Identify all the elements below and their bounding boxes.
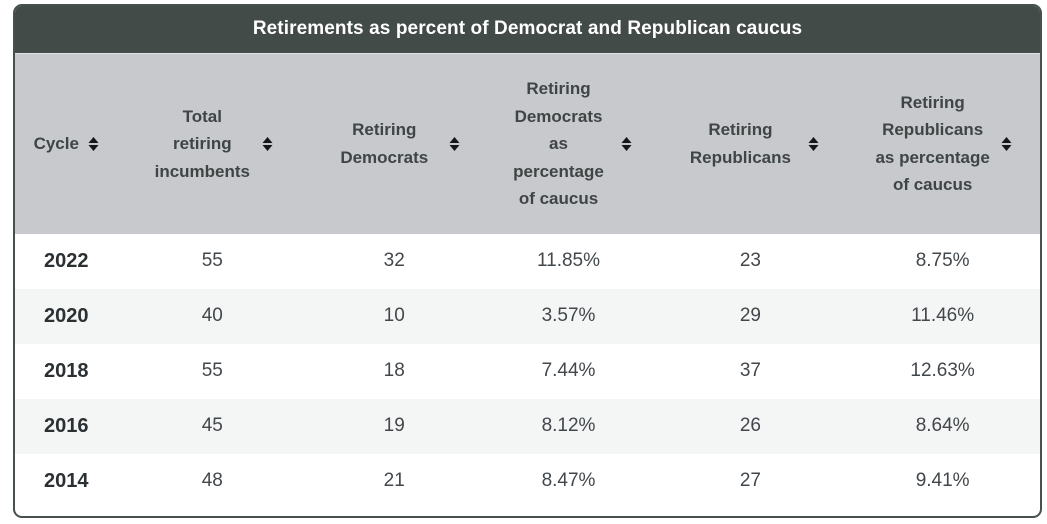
table-title: Retirements as percent of Democrat and R… — [15, 6, 1040, 54]
table-row-2018: 2018 55 18 7.44% 37 12.63% — [15, 343, 1040, 399]
cell-retiring-democrats-pct: 8.12% — [541, 415, 596, 437]
sort-icon[interactable] — [808, 136, 819, 151]
sort-icon[interactable] — [621, 136, 632, 151]
cell-retiring-democrats: 21 — [383, 470, 405, 492]
sort-icon[interactable] — [88, 136, 99, 151]
cell-retiring-democrats: 32 — [383, 250, 405, 272]
cell-retiring-republicans-pct: 9.41% — [915, 470, 970, 492]
column-header-label: Cycle — [33, 134, 79, 154]
retirements-table-card: Retirements as percent of Democrat and R… — [13, 4, 1042, 518]
column-header-label: Retiring Republicans as percentage of ca… — [875, 92, 990, 195]
column-header-label: Retiring Republicans — [689, 120, 791, 167]
sort-icon[interactable] — [262, 136, 273, 151]
header-row: Cycle Total retiring incumbents Retiring… — [15, 54, 1040, 234]
cell-total-retiring: 45 — [201, 415, 223, 437]
cell-retiring-republicans-pct: 8.64% — [915, 415, 970, 437]
cell-retiring-democrats-pct: 7.44% — [541, 360, 596, 382]
cell-retiring-democrats-pct: 11.85% — [536, 250, 601, 272]
cell-retiring-democrats: 10 — [383, 305, 405, 327]
table-row-2014: 2014 48 21 8.47% 27 9.41% — [15, 453, 1040, 509]
cycle-cell: 2022 — [44, 249, 89, 272]
cell-retiring-republicans: 29 — [739, 305, 761, 327]
cell-retiring-democrats-pct: 3.57% — [541, 305, 596, 327]
column-header-label: Retiring Democrats as percentage of cauc… — [513, 79, 604, 209]
column-header-total-retiring[interactable]: Total retiring incumbents — [117, 54, 308, 234]
column-header-retiring-republicans[interactable]: Retiring Republicans — [655, 54, 846, 234]
cell-retiring-republicans: 23 — [739, 250, 761, 272]
cell-retiring-republicans-pct: 11.46% — [911, 305, 975, 327]
cell-total-retiring: 55 — [201, 250, 223, 272]
cell-retiring-republicans-pct: 12.63% — [910, 360, 975, 382]
cycle-cell: 2016 — [44, 414, 89, 437]
cycle-cell: 2014 — [44, 469, 89, 492]
table-row-2016: 2016 45 19 8.12% 26 8.64% — [15, 398, 1040, 454]
column-header-label: Retiring Democrats — [340, 120, 429, 167]
column-header-retiring-democrats[interactable]: Retiring Democrats — [307, 54, 482, 234]
table-row-2022: 2022 55 32 11.85% 23 8.75% — [15, 233, 1040, 289]
sort-icon[interactable] — [449, 136, 460, 151]
column-header-label: Total retiring incumbents — [154, 106, 251, 181]
column-header-cycle[interactable]: Cycle — [15, 54, 118, 234]
cell-total-retiring: 48 — [201, 470, 223, 492]
cycle-cell: 2018 — [44, 359, 89, 382]
cell-retiring-democrats: 18 — [383, 360, 405, 382]
cycle-cell: 2020 — [44, 304, 89, 327]
cell-retiring-republicans: 26 — [739, 415, 761, 437]
column-header-retiring-democrats-pct[interactable]: Retiring Democrats as percentage of cauc… — [481, 54, 656, 234]
cell-retiring-republicans-pct: 8.75% — [915, 250, 970, 272]
cell-retiring-republicans: 27 — [739, 470, 761, 492]
retirements-table: Cycle Total retiring incumbents Retiring… — [15, 54, 1040, 509]
cell-retiring-democrats-pct: 8.47% — [541, 470, 596, 492]
cell-total-retiring: 55 — [201, 360, 223, 382]
table-row-2020: 2020 40 10 3.57% 29 11.46% — [15, 288, 1040, 344]
sort-icon[interactable] — [1001, 136, 1012, 151]
cell-retiring-democrats: 19 — [383, 415, 405, 437]
cell-total-retiring: 40 — [201, 305, 223, 327]
cell-retiring-republicans: 37 — [739, 360, 761, 382]
column-header-retiring-republicans-pct[interactable]: Retiring Republicans as percentage of ca… — [845, 54, 1040, 234]
